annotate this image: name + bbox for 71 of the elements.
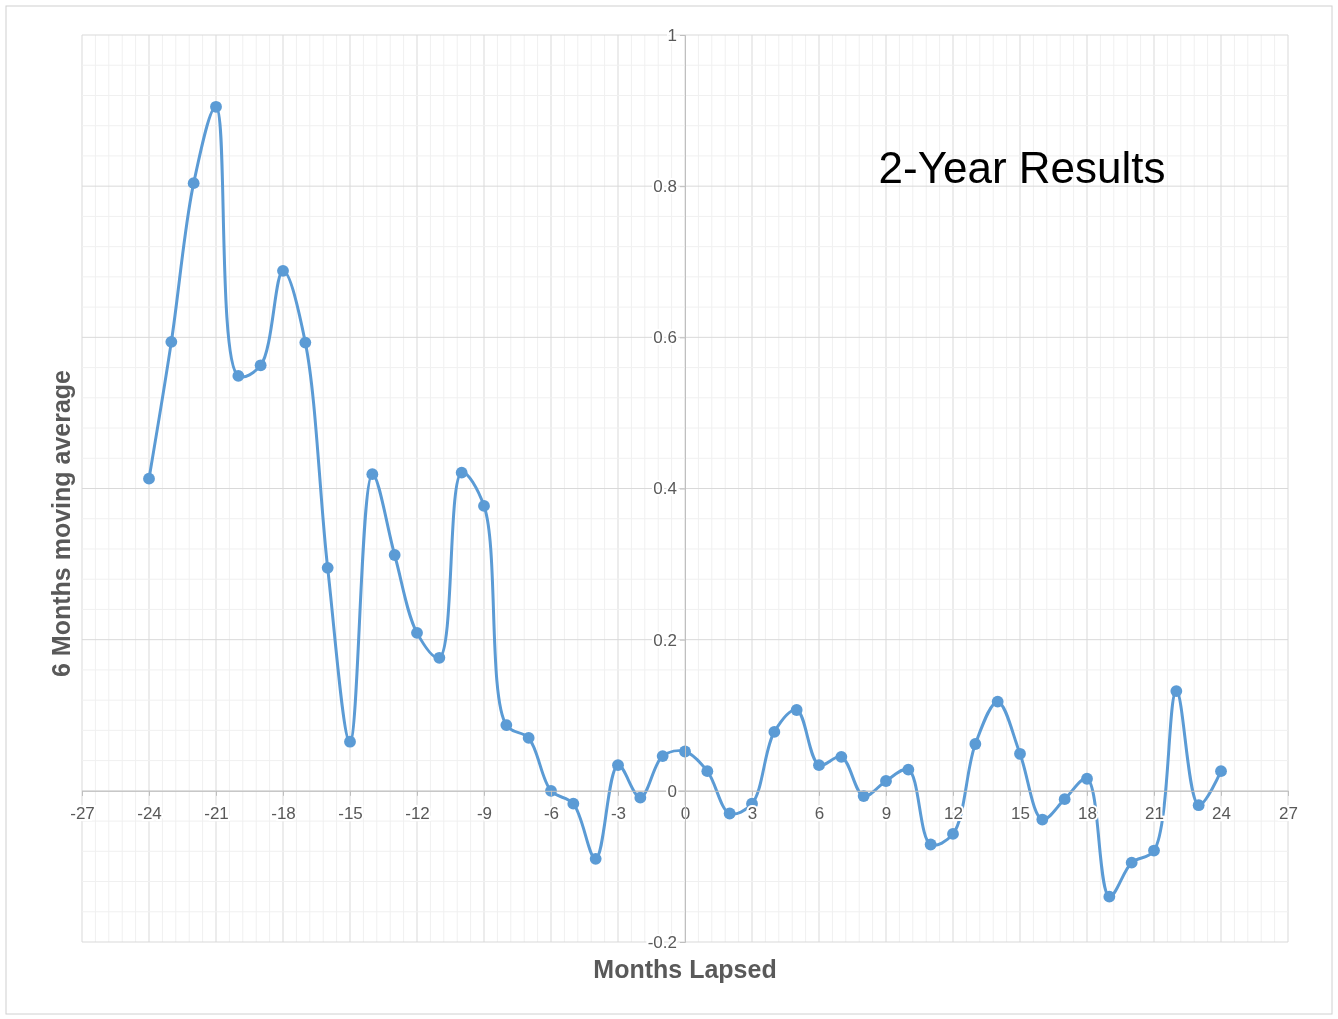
x-tick-label: -24 (137, 804, 162, 824)
point (924, 838, 937, 851)
point (947, 828, 959, 840)
y-tick-label: -0.2 (647, 932, 677, 952)
x-tick-label: -15 (338, 804, 363, 824)
point (254, 359, 267, 372)
point (1058, 793, 1071, 806)
point (344, 735, 356, 748)
point (991, 695, 1004, 708)
point (768, 725, 781, 738)
point (277, 264, 289, 277)
y-tick-label: 0.2 (653, 630, 677, 650)
point (522, 732, 535, 744)
y-tick-label: 0.8 (653, 177, 677, 197)
point (880, 775, 892, 787)
point (969, 738, 982, 750)
y-tick-label: 1 (667, 25, 677, 45)
x-tick-label: -6 (543, 804, 560, 824)
point (835, 750, 848, 763)
x-tick-label: -9 (476, 804, 493, 824)
point (1081, 772, 1093, 785)
point (165, 335, 178, 348)
point (321, 561, 334, 574)
y-tick-label: 0 (667, 781, 677, 801)
point (187, 177, 200, 190)
point (634, 791, 647, 804)
point (1103, 890, 1116, 903)
point (1215, 765, 1227, 778)
point (857, 790, 870, 803)
point (143, 472, 155, 485)
point (1125, 856, 1138, 869)
x-tick-label: -3 (610, 804, 627, 824)
x-tick-label: 6 (814, 804, 825, 824)
point (902, 763, 915, 776)
x-tick-label: -18 (271, 804, 296, 824)
point (612, 759, 624, 772)
point (1148, 844, 1160, 857)
y-tick-label: 0.4 (653, 479, 677, 499)
point (232, 369, 245, 382)
point (1192, 799, 1205, 812)
y-axis-title: 6 Months moving average (47, 369, 75, 678)
x-tick-label: -21 (204, 804, 229, 824)
point (433, 651, 446, 664)
point (411, 626, 423, 639)
point (1036, 813, 1049, 826)
point (701, 765, 714, 778)
x-tick-label: -12 (405, 804, 430, 824)
point (790, 704, 803, 716)
x-tick-label: 27 (1279, 804, 1298, 824)
point (210, 100, 222, 113)
x-axis-title: Months Lapsed (593, 955, 777, 983)
point (813, 759, 825, 772)
point (589, 852, 602, 865)
point (1014, 747, 1026, 760)
point (455, 466, 468, 479)
point (723, 807, 736, 820)
text: 2-Year Results (878, 143, 1166, 192)
point (388, 549, 401, 561)
point (1170, 685, 1183, 697)
point (656, 750, 669, 762)
point (567, 797, 580, 810)
x-tick-label: -27 (70, 804, 95, 824)
y-tick-label: 0.6 (653, 328, 677, 348)
point (366, 468, 379, 481)
x-tick-label: 24 (1212, 804, 1231, 824)
point (500, 719, 513, 731)
point (299, 336, 312, 349)
point (478, 499, 490, 512)
x-tick-label: 15 (1011, 804, 1030, 824)
x-tick-label: 9 (881, 804, 892, 824)
x-tick-label: 3 (747, 804, 758, 824)
